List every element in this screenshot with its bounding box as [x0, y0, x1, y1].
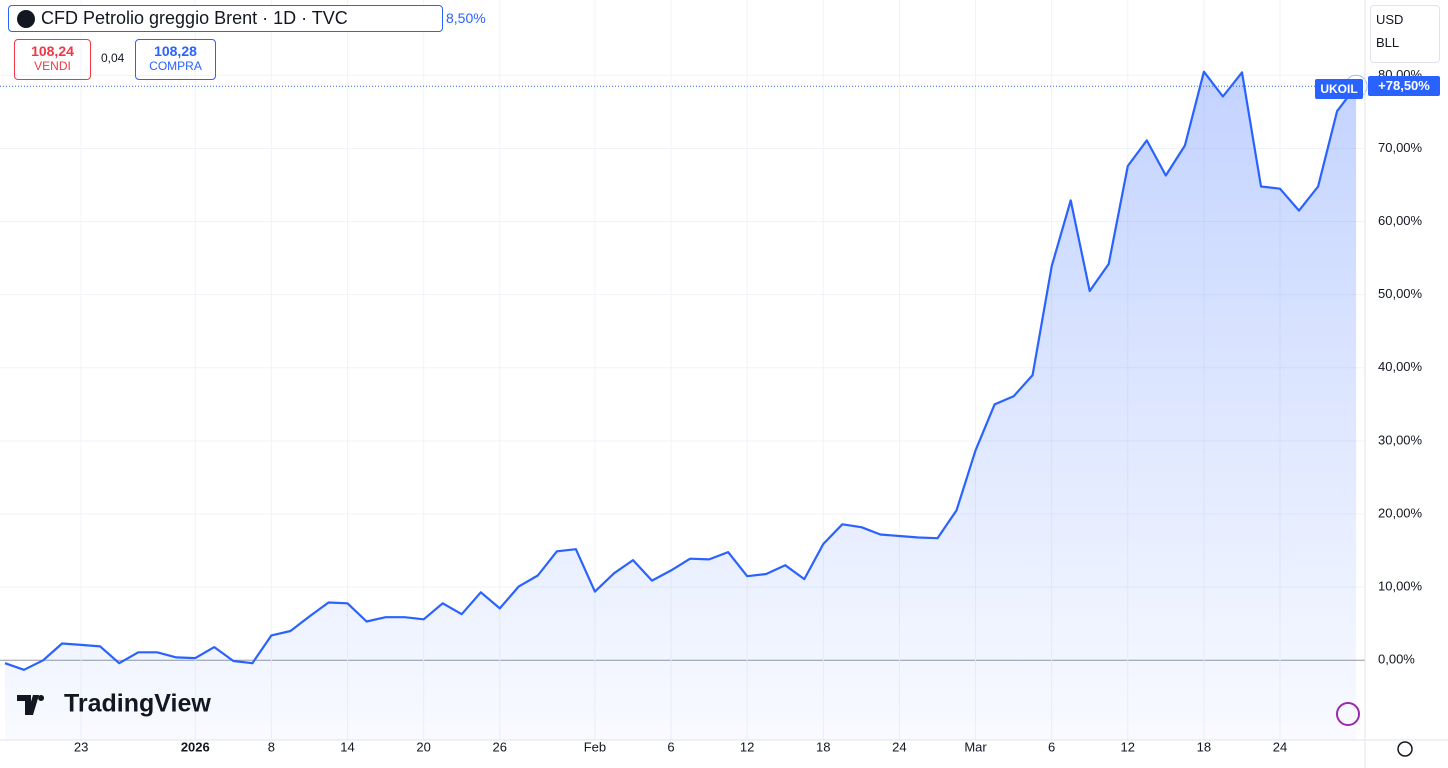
x-tick-label: 18 [816, 739, 830, 754]
y-tick-label: 70,00% [1378, 140, 1423, 155]
event-icon[interactable] [1336, 702, 1360, 726]
sell-price: 108,24 [31, 43, 74, 59]
x-tick-label: Feb [584, 739, 606, 754]
change-value: 8,50% [446, 10, 486, 26]
x-tick-label: 14 [340, 739, 354, 754]
x-tick-label: 6 [1048, 739, 1055, 754]
buy-button[interactable]: 108,28 COMPRA [135, 39, 216, 80]
line [4, 70, 1357, 671]
area [5, 71, 1357, 740]
symbol-icon [17, 10, 35, 28]
y-tick-label: 60,00% [1378, 213, 1423, 228]
y-tick-label: 40,00% [1378, 359, 1423, 374]
x-tick-label: 8 [268, 739, 275, 754]
spread: 0,04 [101, 51, 125, 65]
y-tick-label: 10,00% [1378, 579, 1423, 594]
unit[interactable]: BLL [1376, 35, 1400, 50]
y-tick-label: 0,00% [1378, 652, 1415, 667]
x-tick-label: Mar [964, 739, 987, 754]
settings-icon[interactable] [1397, 741, 1413, 757]
x-tick-label: 2026 [181, 739, 210, 754]
price-tag: +78,50% [1368, 76, 1440, 97]
currency: USD [1376, 12, 1404, 27]
x-tick-label: 6 [667, 739, 674, 754]
x-tick-label: 24 [892, 739, 906, 754]
y-tick-label: 30,00% [1378, 432, 1423, 447]
x-tick-label: 20 [416, 739, 430, 754]
watermark: TradingView [64, 690, 211, 718]
y-tick-label: 20,00% [1378, 505, 1423, 520]
symbol-tag: UKOIL [1315, 79, 1363, 99]
axes: 0,00% 10,00% 20,00% 30,00% 40,00% 50,00% 60,00… [74, 67, 1423, 755]
x-tick-label: 12 [1121, 739, 1135, 754]
y-tick-label: 50,00% [1378, 286, 1423, 301]
currency-box[interactable]: USD BLL [1370, 5, 1440, 63]
x-tick-label: 23 [74, 739, 88, 754]
logo: TradingView [17, 690, 211, 718]
sell-label: VENDI [34, 59, 71, 73]
logo-icon [17, 695, 45, 715]
symbol-title: CFD Petrolio greggio Brent · 1D · TVC [41, 8, 348, 28]
plot [0, 70, 1368, 740]
sell-button[interactable]: 108,24 VENDI [14, 39, 91, 80]
x-tick-label: 12 [740, 739, 754, 754]
buy-label: COMPRA [149, 59, 202, 73]
symbol-legend[interactable]: CFD Petrolio greggio Brent · 1D · TVC [8, 5, 443, 32]
x-tick-label: 24 [1273, 739, 1287, 754]
x-tick-label: 26 [493, 739, 507, 754]
x-tick-label: 18 [1197, 739, 1211, 754]
buy-price: 108,28 [154, 43, 197, 59]
